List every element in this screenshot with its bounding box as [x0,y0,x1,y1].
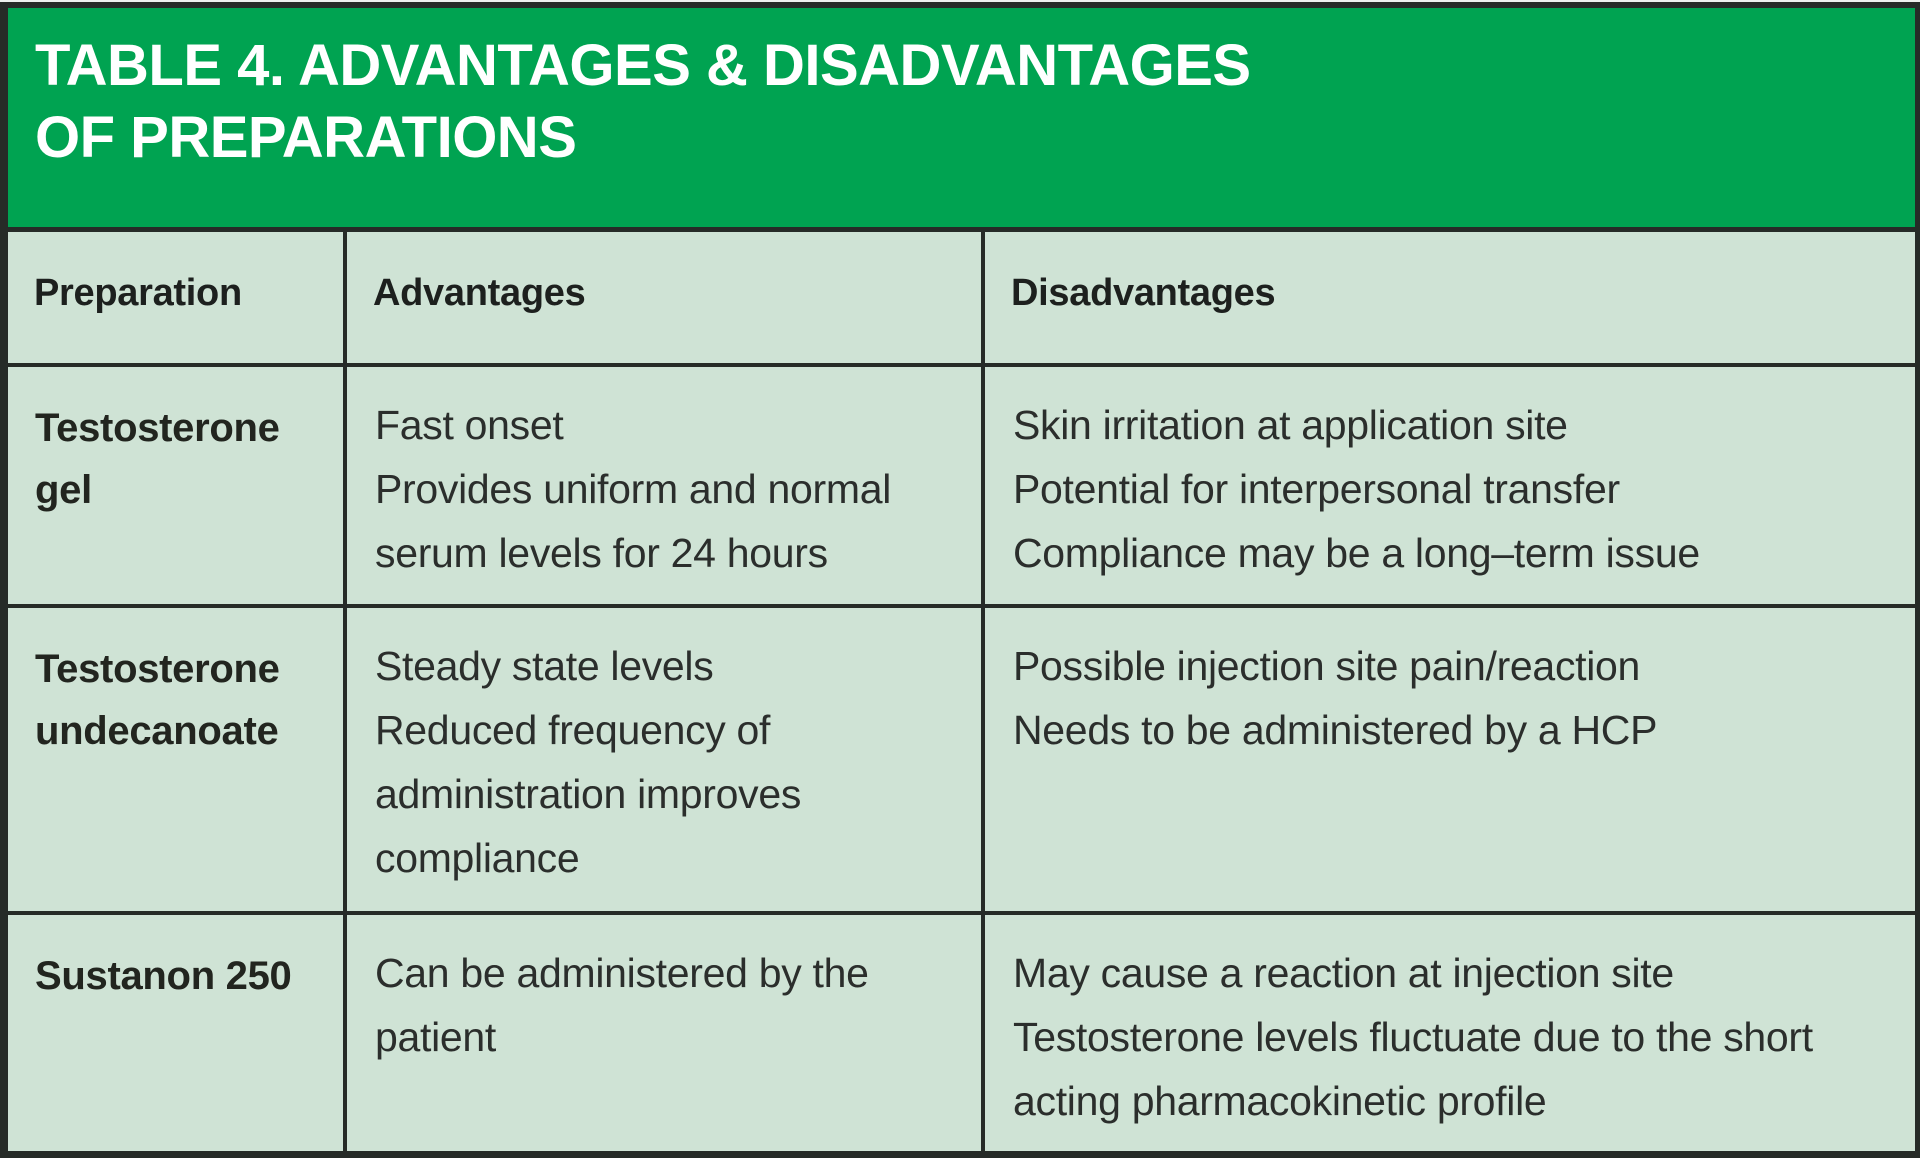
disadvantage-item: Compliance may be a long–term issue [1013,530,1700,576]
column-header-preparation: Preparation [8,232,343,363]
advantage-item: Steady state levels [375,643,714,689]
row-sustanon-250-disadvantages: May cause a reaction at injection site T… [985,915,1915,1151]
column-header-advantages: Advantages [347,232,981,363]
row-sustanon-250-advantages: Can be administered by the patient [347,915,981,1151]
row-testosterone-gel-advantages: Fast onset Provides uniform and normal s… [347,367,981,604]
table-title-line-1: TABLE 4. ADVANTAGES & DISADVANTAGES [35,33,1251,98]
column-header-disadvantages: Disadvantages [985,232,1915,363]
table-title-band: TABLE 4. ADVANTAGES & DISADVANTAGES OF P… [8,8,1915,227]
row-testosterone-undecanoate-preparation: Testosterone undecanoate [8,608,343,911]
disadvantage-item: Possible injection site pain/reaction [1013,643,1641,689]
disadvantage-item: May cause a reaction at injection site [1013,950,1674,996]
advantage-item: Reduced frequency of administration impr… [375,707,802,881]
disadvantage-item: Skin irritation at application site [1013,402,1568,448]
disadvantage-item: Testosterone levels fluctuate due to the… [1013,1014,1813,1124]
preparations-table: Preparation Advantages Disadvantages Tes… [8,232,1915,1151]
disadvantage-item: Potential for interpersonal transfer [1013,466,1620,512]
advantage-item: Provides uniform and normal serum levels… [375,466,892,576]
advantage-item: Can be administered by the patient [375,950,869,1060]
disadvantage-item: Needs to be administered by a HCP [1013,707,1658,753]
table-title-line-2: OF PREPARATIONS [35,105,577,170]
row-testosterone-undecanoate-advantages: Steady state levels Reduced frequency of… [347,608,981,911]
row-testosterone-gel-disadvantages: Skin irritation at application site Pote… [985,367,1915,604]
row-testosterone-undecanoate-disadvantages: Possible injection site pain/reaction Ne… [985,608,1915,911]
row-testosterone-gel-preparation: Testosterone gel [8,367,343,604]
row-sustanon-250-preparation: Sustanon 250 [8,915,343,1151]
advantage-item: Fast onset [375,402,564,448]
